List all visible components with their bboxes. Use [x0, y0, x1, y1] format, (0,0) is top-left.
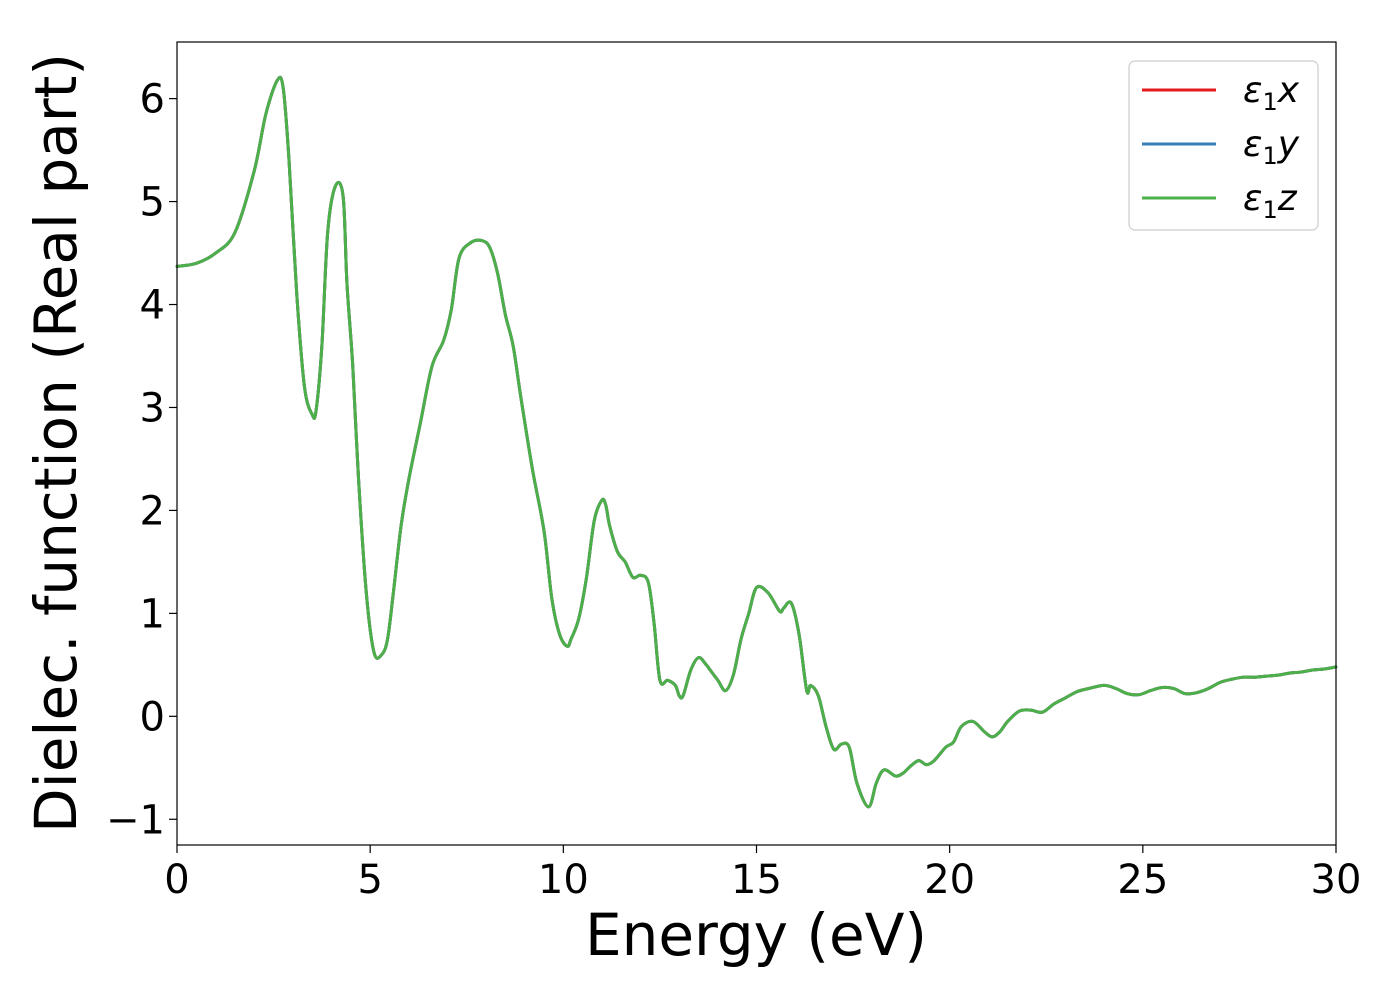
legend-axis: y — [1277, 124, 1300, 165]
y-tick-label: 1 — [140, 591, 165, 637]
y-tick-label: 4 — [140, 283, 165, 329]
y-tick-label: −1 — [106, 797, 165, 843]
x-axis-title: Energy (eV) — [585, 901, 927, 969]
y-tick-label: 5 — [140, 180, 165, 226]
x-tick-label: 0 — [164, 857, 189, 903]
legend-subscript: 1 — [1262, 142, 1277, 170]
x-tick-label: 15 — [731, 857, 782, 903]
legend-frame — [1128, 60, 1319, 231]
legend-label: ε1z — [1243, 178, 1298, 224]
legend-item: ε1y — [1142, 124, 1300, 170]
legend-axis: x — [1277, 70, 1300, 111]
legend-subscript: 1 — [1262, 196, 1277, 224]
x-tick-label: 25 — [1117, 857, 1168, 903]
legend-item: ε1z — [1142, 178, 1298, 224]
legend-item: ε1x — [1142, 70, 1300, 116]
x-tick-label: 20 — [924, 857, 975, 903]
legend-label: ε1x — [1243, 70, 1300, 116]
x-tick-label: 5 — [357, 857, 382, 903]
x-axis-ticks: 0 5 10 15 20 25 30 — [164, 845, 1361, 903]
legend-label: ε1y — [1243, 124, 1300, 170]
y-axis-ticks: −1 0 1 2 3 4 5 6 — [106, 77, 177, 843]
y-tick-label: 0 — [140, 694, 165, 740]
series-line-ε1z — [175, 75, 1338, 809]
y-tick-label: 3 — [140, 385, 165, 431]
y-axis-title: Dielec. function (Real part) — [22, 53, 90, 833]
x-tick-label: 30 — [1311, 857, 1362, 903]
series-layer — [175, 75, 1338, 809]
y-tick-label: 6 — [140, 77, 165, 123]
y-tick-label: 2 — [140, 488, 165, 534]
plot-frame — [176, 41, 1337, 846]
legend-axis: z — [1277, 178, 1298, 219]
legend-symbol: ε — [1243, 124, 1262, 165]
x-tick-label: 10 — [538, 857, 589, 903]
legend-subscript: 1 — [1262, 88, 1277, 116]
legend-symbol: ε — [1243, 70, 1262, 111]
legend-symbol: ε — [1243, 178, 1262, 219]
